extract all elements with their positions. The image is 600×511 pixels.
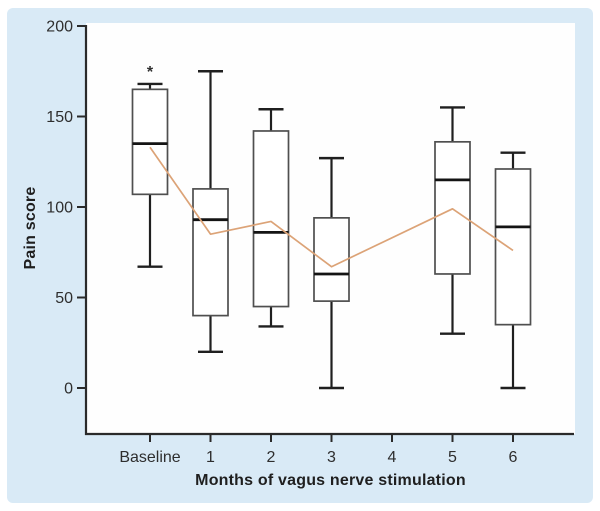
x-tick-label: 6 xyxy=(509,449,518,466)
boxplot-box-2 xyxy=(252,108,290,328)
box-iqr xyxy=(192,188,229,317)
boxplot-box-3 xyxy=(313,156,350,390)
box-iqr xyxy=(494,168,532,326)
box-iqr xyxy=(434,140,471,275)
y-tick-label: 150 xyxy=(46,109,73,126)
x-axis-title: Months of vagus nerve stimulation xyxy=(195,472,466,489)
box-iqr xyxy=(131,88,169,196)
boxplot-box-1 xyxy=(192,70,229,353)
box-iqr xyxy=(252,130,290,308)
x-tick-label: 4 xyxy=(388,449,397,466)
y-tick-label: 50 xyxy=(55,290,73,307)
y-tick-label: 100 xyxy=(46,200,73,217)
boxplot-box-6 xyxy=(494,151,532,390)
box-iqr xyxy=(313,217,350,302)
mean-trend-line xyxy=(149,146,514,268)
y-tick-label: 200 xyxy=(46,19,73,36)
x-tick-label: Baseline xyxy=(119,449,180,466)
x-tick-label: 2 xyxy=(267,449,276,466)
outlier-marker: * xyxy=(147,64,154,81)
x-tick-label: 1 xyxy=(206,449,215,466)
boxplot-box-baseline: * xyxy=(131,64,169,268)
y-axis-title: Pain score xyxy=(22,186,39,270)
x-tick-label: 5 xyxy=(448,449,457,466)
y-tick-label: 0 xyxy=(64,381,73,398)
boxplot-box-5 xyxy=(434,106,471,335)
x-tick-label: 3 xyxy=(327,449,336,466)
